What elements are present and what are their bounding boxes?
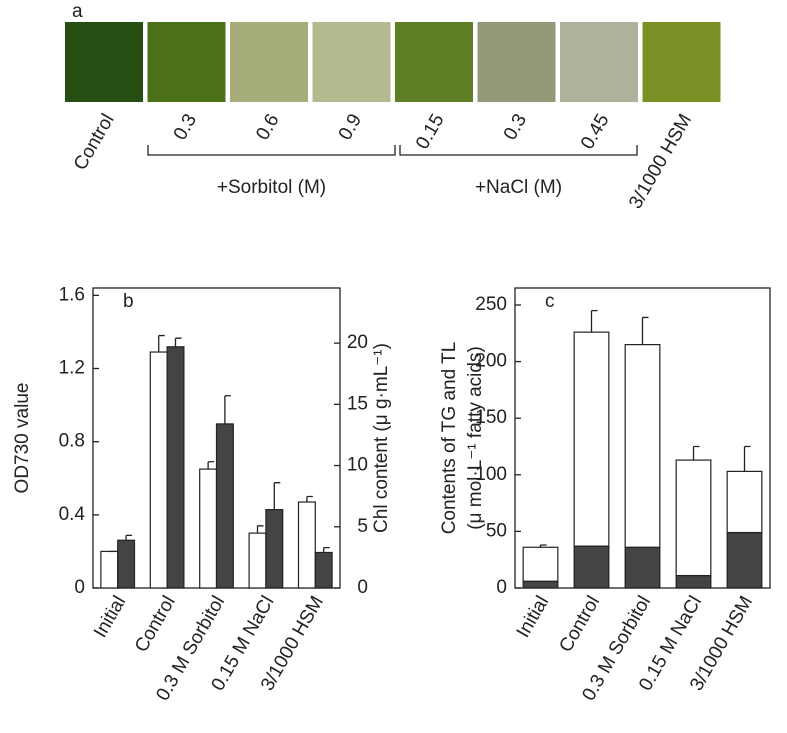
- bar: [166, 346, 185, 589]
- y-tick-label: 200: [475, 351, 507, 372]
- bar-segment: [726, 470, 763, 534]
- y-tick-label: 1.6: [59, 284, 85, 305]
- swatch-label: 0.45: [577, 111, 614, 154]
- bar: [100, 550, 119, 589]
- y2-tick-label: 15: [347, 393, 368, 414]
- x-tick-label: Initial: [90, 593, 130, 642]
- bar: [215, 423, 234, 589]
- bar-segment: [573, 545, 610, 589]
- swatch-label: 0.3: [170, 111, 201, 144]
- bar: [199, 468, 218, 589]
- y2-tick-label: 20: [347, 332, 368, 353]
- group-label: +NaCl (M): [475, 177, 562, 198]
- error-bar: [273, 482, 281, 510]
- bar-segment: [726, 531, 763, 589]
- bar-segment: [624, 344, 661, 548]
- error-bar: [323, 546, 330, 553]
- swatch: [312, 22, 391, 102]
- error-bar: [125, 534, 133, 541]
- error-bar: [207, 461, 215, 470]
- swatch: [477, 22, 556, 102]
- swatch: [230, 22, 308, 102]
- y2-tick-label: 5: [357, 516, 368, 537]
- swatch: [560, 22, 638, 102]
- y-tick-label: 100: [475, 464, 507, 485]
- swatch: [642, 22, 721, 102]
- error-bar: [590, 309, 598, 333]
- y-tick-label: 150: [475, 407, 507, 428]
- panel-label: b: [123, 291, 134, 312]
- error-bar: [539, 544, 547, 548]
- y-tick-label: 250: [475, 294, 507, 315]
- bar: [265, 509, 284, 589]
- bar: [117, 539, 136, 589]
- x-tick-label: Control: [131, 593, 180, 657]
- error-bar: [743, 445, 751, 472]
- y-tick-label: 50: [486, 520, 507, 541]
- bar-segment: [522, 546, 559, 582]
- error-bar: [174, 337, 182, 347]
- x-tick-label: Initial: [513, 593, 553, 642]
- bar-segment: [573, 331, 610, 547]
- bar: [297, 501, 316, 589]
- swatch-label: 3/1000 HSM: [625, 111, 696, 213]
- x-tick-label: Control: [555, 593, 604, 657]
- error-bar: [256, 525, 264, 534]
- y2-tick-label: 0: [357, 577, 368, 598]
- bar-segment: [522, 580, 559, 589]
- y2-axis-label: Chl content (μ g·mL⁻¹): [371, 343, 392, 533]
- bar-segment: [675, 574, 712, 589]
- error-bar: [224, 395, 231, 424]
- y-tick-label: 0.4: [59, 504, 86, 525]
- y-axis-label: OD730 value: [12, 383, 33, 494]
- bar: [149, 351, 168, 589]
- bar-segment: [675, 459, 712, 577]
- error-bar: [692, 445, 700, 461]
- panel-label: a: [72, 1, 83, 22]
- error-bar: [306, 495, 313, 503]
- swatch-label: 0.9: [335, 111, 366, 144]
- y2-tick-label: 10: [347, 455, 368, 476]
- swatch-label: 0.6: [252, 111, 283, 144]
- swatch: [147, 22, 226, 102]
- swatch: [65, 22, 143, 102]
- y-tick-label: 1.2: [59, 358, 85, 379]
- error-bar: [641, 316, 649, 345]
- swatch-label: 0.15: [412, 111, 449, 154]
- error-bar: [158, 334, 165, 353]
- bar: [248, 532, 267, 589]
- bar-segment: [624, 546, 661, 589]
- group-bracket: [399, 145, 638, 156]
- group-label: +Sorbitol (M): [217, 177, 326, 198]
- y-tick-label: 0: [496, 577, 507, 598]
- y-tick-label: 0: [74, 577, 85, 598]
- y-axis-label: (μ mol·L⁻¹ fatty acids): [465, 346, 486, 530]
- y-tick-label: 0.8: [59, 431, 85, 452]
- bar: [314, 551, 333, 589]
- group-bracket: [147, 145, 396, 156]
- swatch-label: Control: [70, 111, 119, 175]
- y-axis-label: Contents of TG and TL: [439, 342, 460, 535]
- swatch: [395, 22, 473, 102]
- panel-label: c: [545, 291, 555, 312]
- swatch-label: 0.3: [500, 111, 531, 144]
